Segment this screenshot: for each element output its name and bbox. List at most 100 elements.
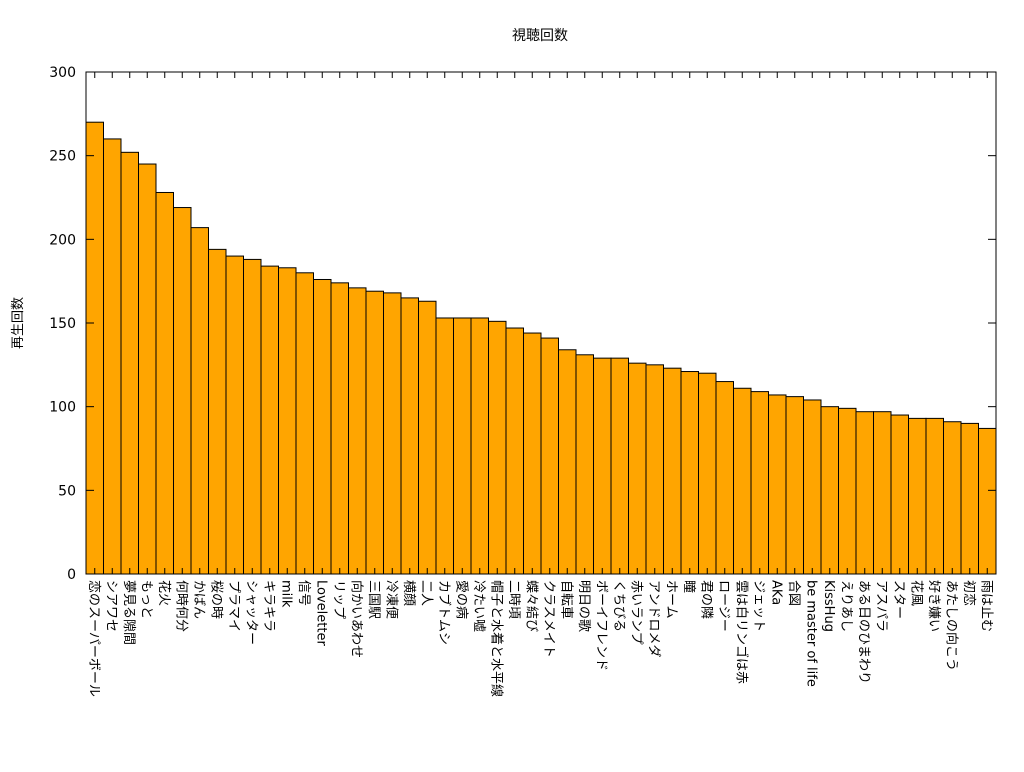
x-axis-labels: 恋のスーパーボール シアワセ 夢見る隙間 もっと 花火 何時何分 かばん 桜の時 プラマイ シャッ…	[86, 580, 994, 697]
x-axis-ticks	[94, 72, 988, 574]
bar	[855, 411, 874, 575]
x-tick-label: 何時何分	[173, 580, 189, 632]
x-tick-label: プラマイ	[226, 580, 241, 632]
bar	[680, 371, 699, 575]
bar	[348, 287, 367, 575]
x-tick-label: ホーム	[663, 580, 678, 619]
y-tick-label: 150	[49, 316, 76, 332]
x-tick-label: もっと	[138, 580, 153, 619]
bar	[470, 317, 489, 575]
bar	[873, 411, 892, 575]
y-tick-label: 200	[49, 232, 76, 248]
bar	[540, 337, 559, 575]
bar	[295, 272, 314, 575]
x-tick-label: 二人	[418, 580, 433, 606]
bar	[225, 255, 244, 575]
x-tick-label: 二時頃	[506, 580, 521, 619]
bar	[645, 364, 664, 575]
x-tick-label: milk	[278, 580, 293, 608]
x-tick-label: 花風	[908, 580, 924, 606]
bar	[558, 349, 577, 575]
bar	[383, 292, 402, 575]
bar	[155, 191, 174, 575]
x-tick-label: 自転車	[558, 580, 573, 619]
x-tick-label: シャッター	[243, 580, 258, 645]
x-tick-label: えりあし	[838, 580, 853, 632]
x-tick-label: 蝶々結び	[523, 580, 538, 632]
x-tick-label: アスパラ	[873, 580, 888, 632]
bar	[243, 258, 262, 575]
x-tick-label: KissHug	[821, 580, 836, 632]
x-tick-label: スター	[891, 580, 906, 619]
x-tick-label: 赤いランプ	[628, 580, 643, 645]
y-tick-label: 50	[58, 483, 76, 499]
y-tick-label: 250	[49, 149, 76, 165]
bar	[488, 320, 507, 575]
y-tick-label: 100	[49, 400, 76, 416]
bar	[750, 391, 769, 575]
bar	[820, 406, 839, 575]
x-tick-label: シアワセ	[103, 580, 118, 632]
x-tick-label: 君の隣	[698, 580, 714, 619]
x-tick-label: 横顔	[401, 580, 416, 606]
x-tick-label: ロージー	[716, 580, 731, 632]
x-tick-label: アンドロメダ	[646, 580, 661, 657]
bar	[208, 248, 227, 575]
bar	[260, 265, 279, 575]
y-tick-label: 0	[67, 567, 76, 583]
x-tick-label: 初恋	[961, 580, 977, 606]
x-tick-label: 雨は止む	[978, 580, 993, 632]
x-tick-label: クラスメイト	[541, 580, 556, 658]
x-tick-label: かばん	[191, 580, 206, 619]
x-tick-label: 恋のスーパーボール	[86, 580, 102, 697]
bar	[715, 381, 734, 575]
bar	[768, 394, 787, 575]
x-tick-label: リップ	[331, 580, 346, 619]
bar	[138, 163, 157, 575]
bar	[453, 317, 472, 575]
bar	[785, 396, 804, 575]
x-tick-label: Loveletter	[313, 580, 328, 646]
x-tick-label: くちびる	[611, 580, 626, 632]
bar	[103, 138, 122, 575]
bar	[190, 227, 209, 575]
x-tick-label: AKa	[768, 580, 783, 605]
x-tick-label: 好き嫌い	[926, 580, 941, 632]
bar	[313, 278, 332, 575]
x-tick-label: 三国駅	[366, 580, 381, 619]
chart-title: 視聴回数	[512, 28, 568, 44]
bar	[120, 151, 139, 575]
bar	[803, 399, 822, 575]
bar	[575, 354, 594, 575]
bar	[960, 422, 979, 575]
bar	[593, 357, 612, 575]
x-tick-label: 桜の時	[208, 580, 223, 619]
bar	[85, 121, 104, 575]
x-tick-label: 瞳	[681, 580, 696, 593]
x-tick-label: ボーイフレンド	[593, 580, 608, 671]
y-axis-ticks: 0 50 100 150 200 250 300	[49, 65, 996, 583]
bar	[890, 414, 909, 575]
x-tick-label: be master of life	[803, 580, 818, 687]
x-tick-label: 明日の歌	[576, 580, 591, 632]
bar	[698, 372, 717, 575]
x-tick-label: 愛の病	[453, 580, 468, 619]
bar	[838, 407, 857, 575]
x-tick-label: キラキラ	[261, 580, 276, 632]
bar	[908, 417, 927, 575]
x-tick-label: 夢見る隙間	[121, 580, 136, 645]
x-tick-label: 向かいあわせ	[348, 580, 364, 658]
bar	[505, 327, 524, 575]
bar	[523, 332, 542, 575]
x-tick-label: カブトムシ	[436, 580, 452, 645]
bar	[733, 387, 752, 575]
bar	[943, 421, 962, 575]
bar	[978, 427, 997, 575]
bar	[418, 300, 437, 575]
x-tick-label: 帽子と水着と水平線	[488, 580, 504, 697]
bars-group	[85, 121, 997, 575]
x-tick-label: ジェット	[751, 580, 766, 632]
bar	[663, 367, 682, 575]
y-tick-label: 300	[49, 65, 76, 81]
